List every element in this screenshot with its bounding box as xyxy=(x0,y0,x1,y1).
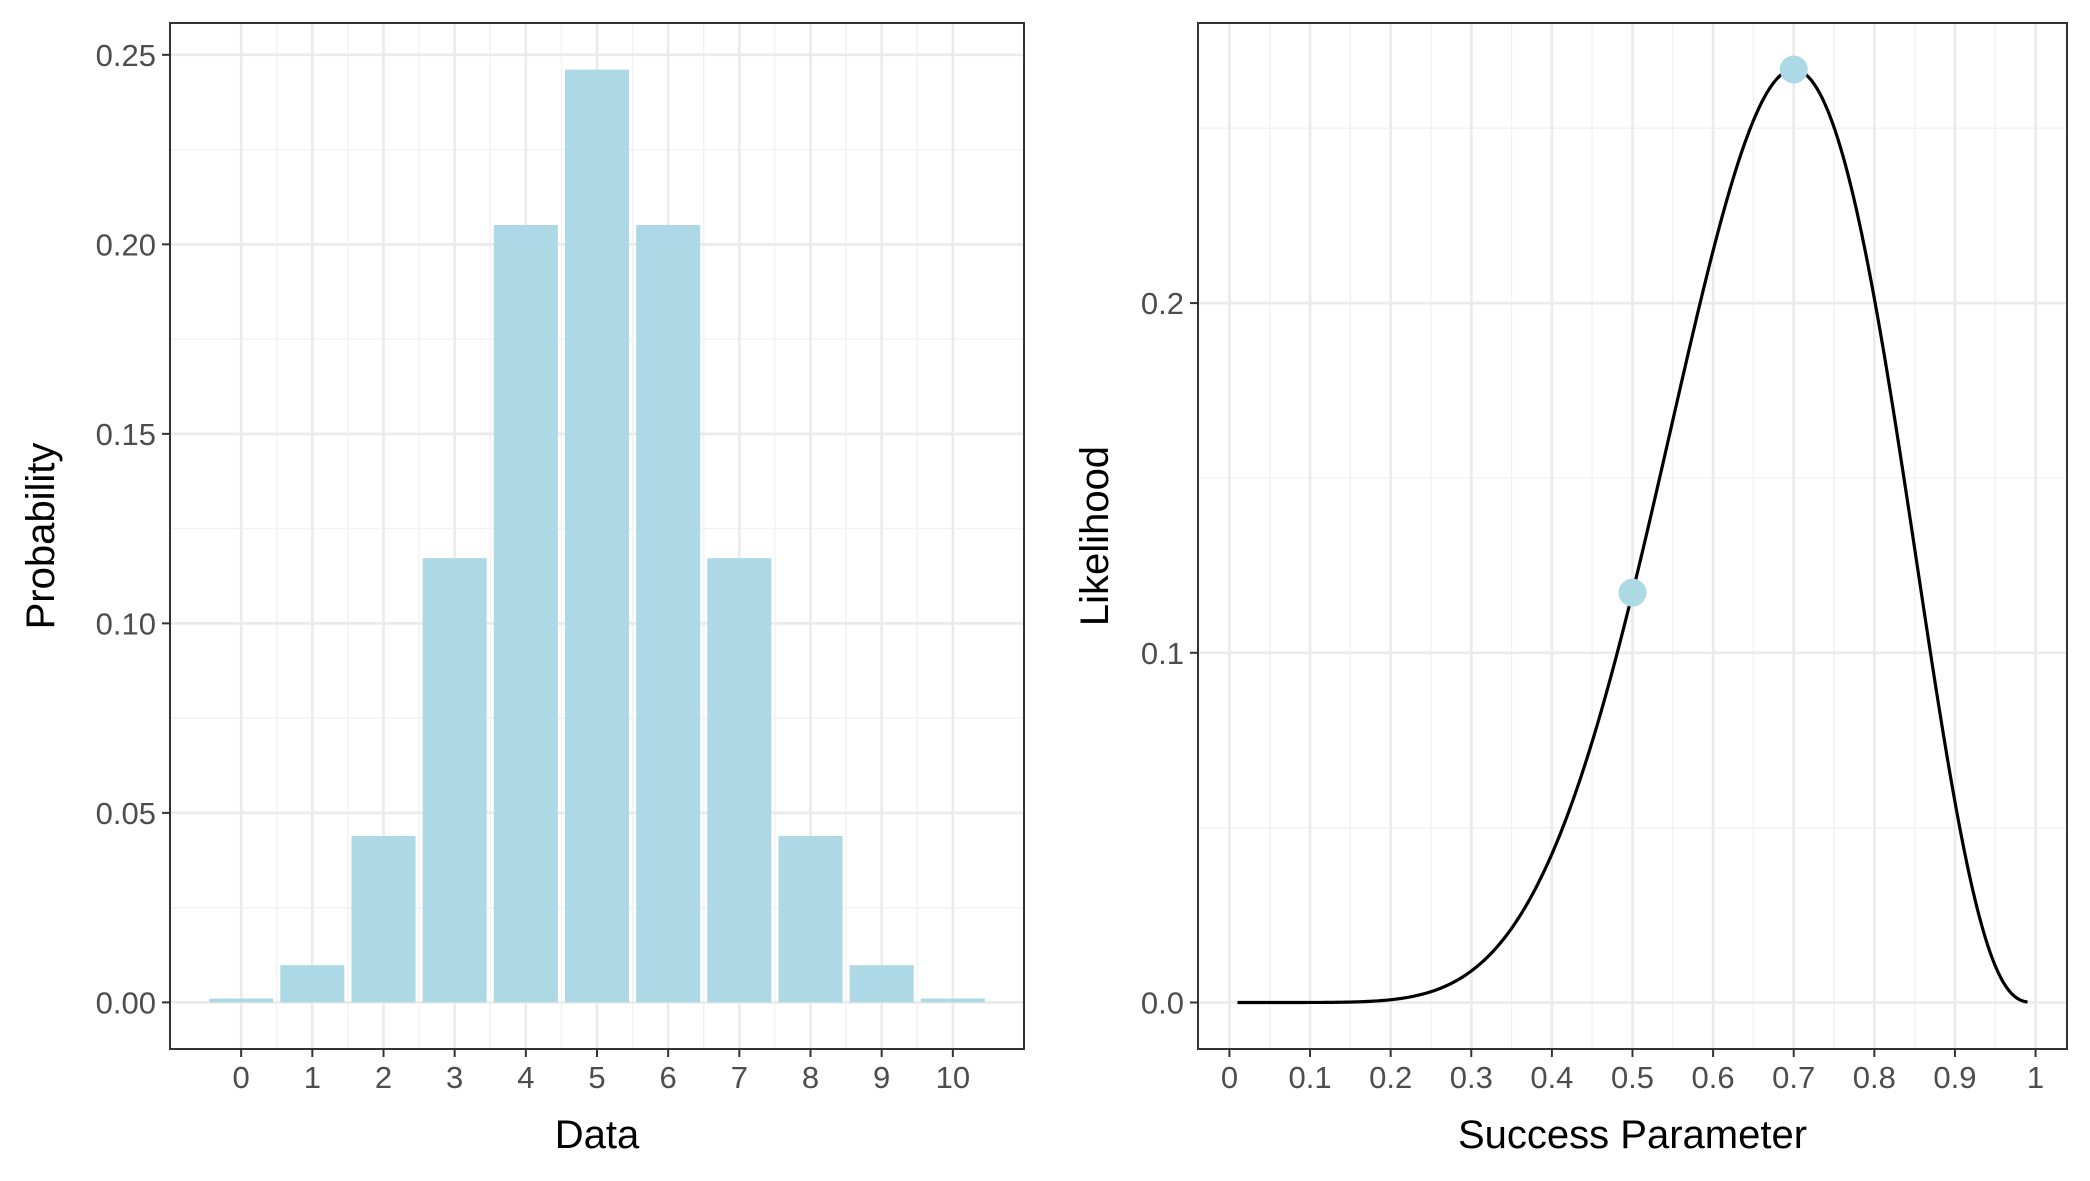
x-tick-label: 0.9 xyxy=(1933,1060,1976,1095)
bar xyxy=(707,558,772,1003)
x-tick-label: 8 xyxy=(802,1060,819,1095)
bar xyxy=(280,965,345,1003)
x-tick-label: 4 xyxy=(517,1060,534,1095)
x-tick-label: 0.4 xyxy=(1530,1060,1573,1095)
probability-bar-chart: 0 1 2 3 4 5 6 7 8 9 10 0.00 0.05 0.10 0.15 0.20 0.25 Data… xyxy=(19,22,1025,1157)
x-tick-label: 0 xyxy=(1221,1060,1238,1095)
y-tick-label: 0.15 xyxy=(96,417,156,452)
bar xyxy=(493,225,558,1003)
likelihood-point xyxy=(1779,55,1808,84)
x-tick-label: 0.1 xyxy=(1288,1060,1331,1095)
y-tick-label: 0.00 xyxy=(96,985,156,1020)
bar xyxy=(849,965,914,1003)
likelihood-line-chart: 0 0.1 0.2 0.3 0.4 0.5 0.6 0.7 0.8 0.9 1 0.0 0.1 0.2 Su… xyxy=(1073,22,2068,1157)
x-tick-label: 0.3 xyxy=(1450,1060,1493,1095)
y-tick-label: 0.1 xyxy=(1141,636,1184,671)
bar xyxy=(422,558,487,1003)
x-tick-label: 5 xyxy=(588,1060,605,1095)
x-tick-label: 9 xyxy=(873,1060,890,1095)
y-tick-label: 0.2 xyxy=(1141,286,1184,321)
y-tick-label: 0.10 xyxy=(96,606,156,641)
x-tick-label: 1 xyxy=(304,1060,321,1095)
x-axis-title: Data xyxy=(555,1113,640,1157)
x-tick-label: 1 xyxy=(2027,1060,2044,1095)
y-axis-title: Likelihood xyxy=(1073,446,1117,626)
x-tick-label: 0.8 xyxy=(1853,1060,1896,1095)
x-tick-label: 0.7 xyxy=(1772,1060,1815,1095)
x-tick-label: 10 xyxy=(936,1060,970,1095)
x-tick-label: 7 xyxy=(731,1060,748,1095)
bar xyxy=(351,835,416,1003)
bar xyxy=(209,998,274,1003)
x-axis-title: Success Parameter xyxy=(1458,1113,1807,1157)
x-tick-label: 3 xyxy=(446,1060,463,1095)
bar xyxy=(778,835,843,1003)
y-axis-title: Probability xyxy=(19,443,63,630)
x-tick-label: 2 xyxy=(375,1060,392,1095)
x-tick-label: 0.2 xyxy=(1369,1060,1412,1095)
likelihood-point xyxy=(1618,578,1647,607)
bar xyxy=(636,225,701,1003)
y-tick-label: 0.25 xyxy=(96,38,156,73)
x-tick-label: 0.6 xyxy=(1692,1060,1735,1095)
x-tick-label: 6 xyxy=(660,1060,677,1095)
bar xyxy=(920,998,985,1003)
x-tick-label: 0.5 xyxy=(1611,1060,1654,1095)
y-tick-label: 0.20 xyxy=(96,227,156,262)
bar xyxy=(564,69,630,1003)
y-tick-label: 0.05 xyxy=(96,796,156,831)
y-tick-label: 0.0 xyxy=(1141,985,1184,1020)
x-tick-label: 0 xyxy=(233,1060,250,1095)
